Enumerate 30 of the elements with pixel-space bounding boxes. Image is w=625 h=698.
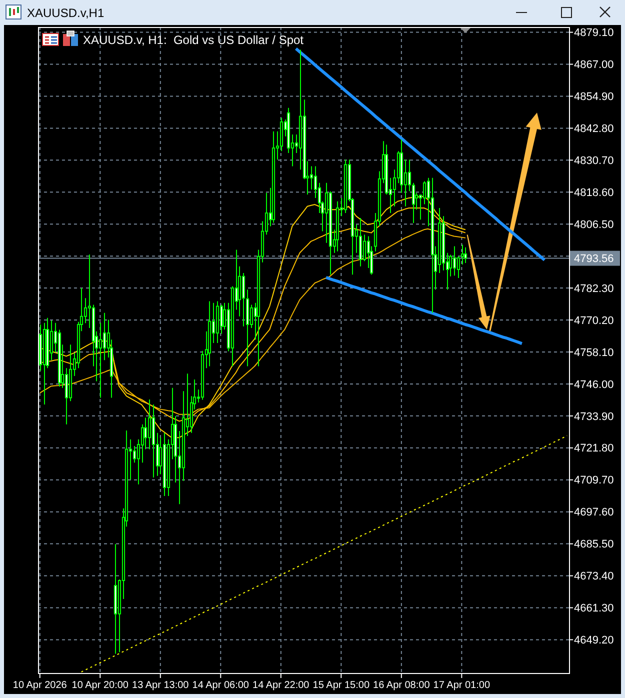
- x-tick-label: 10 Apr 2026: [12, 680, 68, 691]
- chart-title: XAUUSD.v,H1: [27, 6, 104, 20]
- y-tick-label: 4818.60: [574, 186, 614, 199]
- y-tick-label: 4709.70: [574, 474, 614, 487]
- y-tick-label: 4758.10: [574, 346, 614, 359]
- y-tick-label: 4661.30: [574, 602, 614, 615]
- x-tick-label: 17 Apr 01:00: [433, 680, 490, 691]
- y-tick-label: 4746.00: [574, 378, 614, 391]
- ref-line-label: 4793.56: [574, 253, 614, 266]
- y-tick-label: 4673.40: [574, 570, 614, 583]
- y-tick-label: 4842.80: [574, 123, 614, 136]
- x-tick-label: 14 Apr 06:00: [192, 680, 250, 691]
- x-tick-label: 15 Apr 15:00: [312, 680, 370, 691]
- y-tick-label: 4770.20: [574, 314, 614, 327]
- y-tick-label: 4685.50: [574, 538, 614, 551]
- y-tick-label: 4879.10: [574, 27, 614, 40]
- y-tick-label: 4782.30: [574, 282, 614, 295]
- x-tick-label: 13 Apr 13:00: [132, 680, 190, 691]
- x-tick-label: 14 Apr 22:00: [252, 680, 310, 691]
- x-tick-label: 16 Apr 08:00: [373, 680, 430, 691]
- y-tick-label: 4867.00: [574, 59, 614, 72]
- y-tick-label: 4733.90: [574, 410, 614, 423]
- y-tick-label: 4697.60: [574, 506, 614, 519]
- y-tick-label: 4806.50: [574, 218, 614, 231]
- text: XAUUSD.v, H1: Gold vs US Dollar / Spot: [83, 33, 304, 47]
- y-tick-label: 4649.20: [574, 634, 614, 647]
- y-tick-label: 4721.80: [574, 442, 614, 455]
- x-tick-label: 10 Apr 20:00: [72, 680, 129, 691]
- y-tick-label: 4854.90: [574, 91, 614, 104]
- y-tick-label: 4830.70: [574, 155, 614, 168]
